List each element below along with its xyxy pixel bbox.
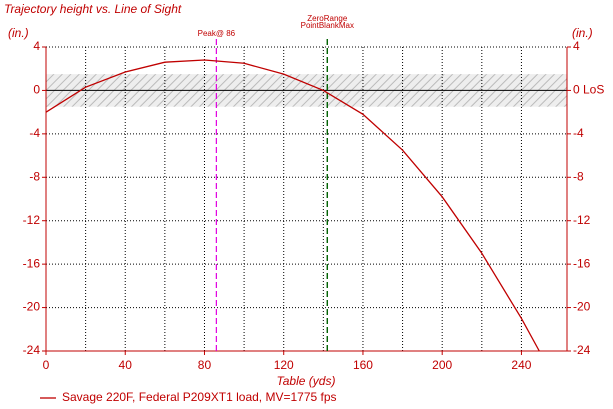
y-tick-label: -20: [23, 300, 41, 314]
y2-tick-label: -24: [573, 343, 591, 357]
y2-tick-label: 4: [573, 39, 580, 53]
marker-label: PointBlankMax: [301, 21, 354, 30]
y2-axis-label: (in.): [572, 26, 593, 40]
line-series: [45, 59, 540, 352]
y2-tick-label: -20: [573, 300, 591, 314]
marker-label: ZeroRange: [307, 14, 348, 23]
y-tick-label: -8: [29, 169, 40, 183]
y-tick-label: -4: [29, 126, 40, 140]
los-label: LoS: [583, 83, 604, 97]
x-tick-label: 160: [353, 358, 373, 372]
y2-tick-label: -12: [573, 213, 591, 227]
x-tick-label: 40: [119, 358, 133, 372]
y2-tick-label: -16: [573, 256, 591, 270]
x-tick-label: 0: [43, 358, 50, 372]
y-axis-label: (in.): [8, 26, 29, 40]
y-tick-label: -12: [23, 213, 41, 227]
y-tick-label: -16: [23, 256, 41, 270]
x-tick-label: 120: [274, 358, 294, 372]
y-tick-label: -24: [23, 343, 41, 357]
x-tick-label: 200: [432, 358, 452, 372]
y-tick-label: 4: [33, 39, 40, 53]
x-axis-label: Table (yds): [277, 374, 336, 388]
y2-tick-label: 0: [573, 83, 580, 97]
x-tick-label: 240: [511, 358, 531, 372]
x-tick-label: 80: [198, 358, 212, 372]
chart-title: Trajectory height vs. Line of Sight: [4, 2, 182, 16]
legend-label: Savage 220F, Federal P209XT1 load, MV=17…: [62, 390, 337, 404]
y2-tick-label: -4: [573, 126, 584, 140]
marker-label: Peak@ 86: [198, 29, 236, 38]
y2-tick-label: -8: [573, 169, 584, 183]
y-tick-label: 0: [33, 83, 40, 97]
